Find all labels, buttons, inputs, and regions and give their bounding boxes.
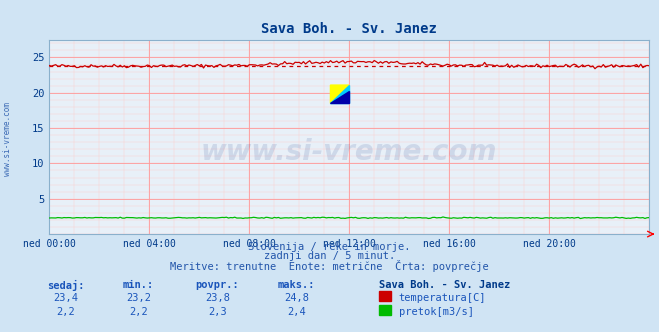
Text: pretok[m3/s]: pretok[m3/s] [399, 307, 474, 317]
Text: 23,4: 23,4 [53, 293, 78, 303]
Text: 2,4: 2,4 [287, 307, 306, 317]
Text: Slovenija / reke in morje.: Slovenija / reke in morje. [248, 242, 411, 252]
Text: zadnji dan / 5 minut.: zadnji dan / 5 minut. [264, 251, 395, 261]
Text: www.si-vreme.com: www.si-vreme.com [201, 138, 498, 166]
Text: 23,8: 23,8 [205, 293, 230, 303]
Text: 24,8: 24,8 [284, 293, 309, 303]
Text: Meritve: trenutne  Enote: metrične  Črta: povprečje: Meritve: trenutne Enote: metrične Črta: … [170, 260, 489, 272]
Text: Sava Boh. - Sv. Janez: Sava Boh. - Sv. Janez [379, 280, 510, 290]
Text: 23,2: 23,2 [126, 293, 151, 303]
Text: 2,2: 2,2 [57, 307, 75, 317]
Text: maks.:: maks.: [278, 280, 315, 290]
Title: Sava Boh. - Sv. Janez: Sava Boh. - Sv. Janez [262, 22, 437, 36]
Text: povpr.:: povpr.: [196, 280, 239, 290]
Text: min.:: min.: [123, 280, 154, 290]
Text: 2,3: 2,3 [208, 307, 227, 317]
Text: 2,2: 2,2 [129, 307, 148, 317]
Text: temperatura[C]: temperatura[C] [399, 293, 486, 303]
Text: sedaj:: sedaj: [47, 280, 84, 290]
Text: www.si-vreme.com: www.si-vreme.com [3, 103, 13, 176]
